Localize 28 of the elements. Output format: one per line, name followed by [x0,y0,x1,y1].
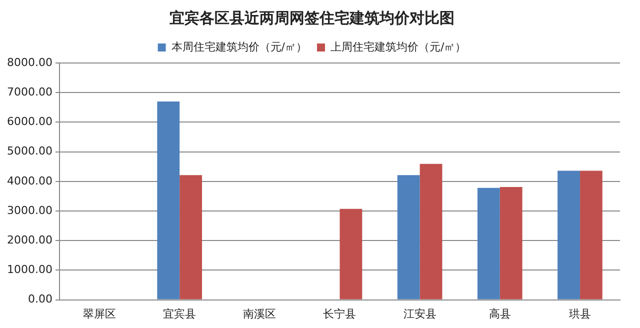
bar [420,164,442,300]
y-tick-label: 1000.00 [6,263,52,276]
chart-title: 宜宾各区县近两周网签住宅建筑均价对比图 [170,8,454,27]
x-tick-label: 南溪区 [243,307,276,320]
x-tick-label: 珙县 [568,307,591,320]
y-tick-label: 8000.00 [6,56,52,69]
bar [500,187,522,300]
bar [180,175,202,300]
y-tick-label: 4000.00 [6,174,52,188]
y-tick-label: 0.00 [28,292,52,306]
bar [157,101,180,300]
x-tick-label: 翠屏区 [83,307,116,320]
x-tick-label: 宜宾县 [163,307,196,320]
legend-label: 上周住宅建筑均价（元/㎡） [330,40,466,54]
y-tick-label: 6000.00 [6,115,52,128]
bar [397,175,420,300]
bar [477,188,500,300]
x-tick-label: 长宁县 [323,307,356,320]
y-tick-label: 2000.00 [6,233,52,246]
y-tick-label: 3000.00 [6,204,52,217]
bar [340,208,362,300]
bar [558,170,580,300]
y-tick-label: 5000.00 [6,144,52,158]
bar [580,170,602,300]
y-tick-label: 7000.00 [6,85,52,98]
x-tick-label: 高县 [488,307,511,320]
legend-label: 本周住宅建筑均价（元/㎡） [171,40,308,54]
x-tick-label: 江安县 [403,307,436,320]
